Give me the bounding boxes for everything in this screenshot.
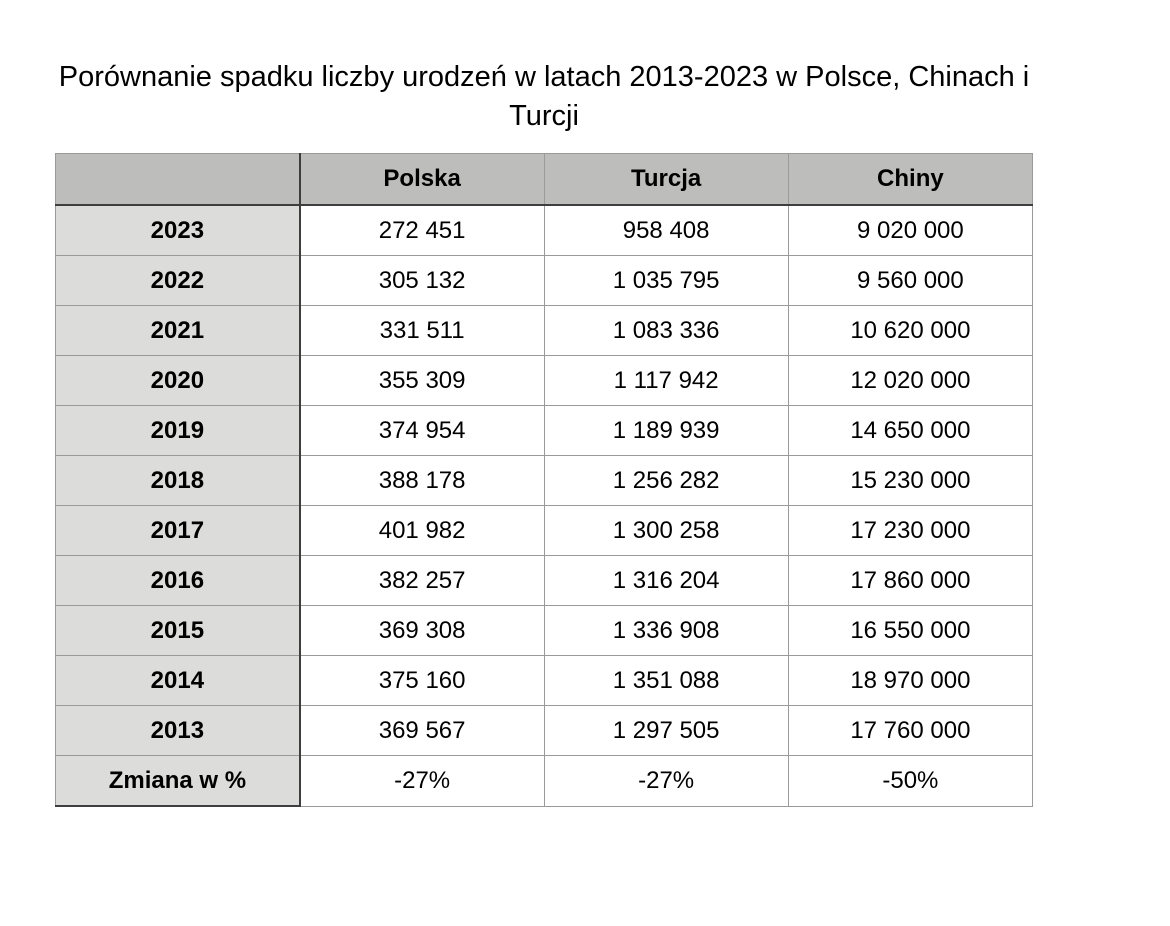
row-label: 2019 [54, 405, 301, 456]
table-row: 2013 369 567 1 297 505 17 760 000 [54, 705, 1034, 756]
row-label: Zmiana w % [54, 755, 301, 807]
data-cell: 1 351 088 [543, 655, 789, 706]
row-label: 2023 [54, 204, 301, 256]
table-row: 2014 375 160 1 351 088 18 970 000 [54, 655, 1034, 706]
data-cell: 12 020 000 [787, 355, 1034, 406]
row-label: 2015 [54, 605, 301, 656]
table-row: 2020 355 309 1 117 942 12 020 000 [54, 355, 1034, 406]
data-cell: 272 451 [299, 204, 545, 256]
data-cell: 10 620 000 [787, 305, 1034, 356]
data-cell: 1 083 336 [543, 305, 789, 356]
table-row: 2016 382 257 1 316 204 17 860 000 [54, 555, 1034, 606]
birth-decline-table: Polska Turcja Chiny 2023 272 451 958 408 9 … [54, 153, 1034, 807]
data-cell: 1 336 908 [543, 605, 789, 656]
table-row: 2021 331 511 1 083 336 10 620 000 [54, 305, 1034, 356]
row-label: 2016 [54, 555, 301, 606]
table-row: 2015 369 308 1 336 908 16 550 000 [54, 605, 1034, 656]
row-label: 2014 [54, 655, 301, 706]
data-cell: 1 297 505 [543, 705, 789, 756]
row-label: 2013 [54, 705, 301, 756]
table-row: 2022 305 132 1 035 795 9 560 000 [54, 255, 1034, 306]
data-cell: 388 178 [299, 455, 545, 506]
data-cell: 355 309 [299, 355, 545, 406]
data-cell: 18 970 000 [787, 655, 1034, 706]
row-label: 2018 [54, 455, 301, 506]
table-row: 2023 272 451 958 408 9 020 000 [54, 204, 1034, 256]
data-cell: 1 117 942 [543, 355, 789, 406]
table-row: 2017 401 982 1 300 258 17 230 000 [54, 505, 1034, 556]
column-header-turcja: Turcja [543, 153, 789, 206]
page-title: Porównanie spadku liczby urodzeń w latac… [58, 61, 1030, 132]
data-cell: 9 560 000 [787, 255, 1034, 306]
data-cell: 16 550 000 [787, 605, 1034, 656]
table-row: 2018 388 178 1 256 282 15 230 000 [54, 455, 1034, 506]
data-cell: 375 160 [299, 655, 545, 706]
row-label: 2017 [54, 505, 301, 556]
data-cell: 1 035 795 [543, 255, 789, 306]
data-cell: 17 230 000 [787, 505, 1034, 556]
data-cell: 15 230 000 [787, 455, 1034, 506]
data-cell: 14 650 000 [787, 405, 1034, 456]
data-cell: 369 308 [299, 605, 545, 656]
row-label: 2021 [54, 305, 301, 356]
column-header-chiny: Chiny [787, 153, 1034, 206]
column-header-polska: Polska [299, 153, 545, 206]
data-cell: 1 300 258 [543, 505, 789, 556]
data-cell: 374 954 [299, 405, 545, 456]
table-body: 2023 272 451 958 408 9 020 000 2022 305 132 1 … [54, 204, 1034, 807]
data-cell: -27% [543, 755, 789, 807]
corner-cell [54, 153, 301, 206]
data-cell: 9 020 000 [787, 204, 1034, 256]
data-cell: 305 132 [299, 255, 545, 306]
data-cell: 958 408 [543, 204, 789, 256]
data-cell: 331 511 [299, 305, 545, 356]
data-cell: 1 189 939 [543, 405, 789, 456]
row-label: 2022 [54, 255, 301, 306]
data-cell: 401 982 [299, 505, 545, 556]
data-cell: 382 257 [299, 555, 545, 606]
table-head: Polska Turcja Chiny [54, 153, 1034, 206]
data-cell: -27% [299, 755, 545, 807]
table-row: 2019 374 954 1 189 939 14 650 000 [54, 405, 1034, 456]
data-cell: -50% [787, 755, 1034, 807]
table-row: Zmiana w % -27% -27% -50% [54, 755, 1034, 807]
data-cell: 1 316 204 [543, 555, 789, 606]
data-cell: 17 760 000 [787, 705, 1034, 756]
data-cell: 17 860 000 [787, 555, 1034, 606]
header-row: Polska Turcja Chiny [54, 153, 1034, 206]
data-cell: 369 567 [299, 705, 545, 756]
content-area: Porównanie spadku liczby urodzeń w latac… [54, 0, 1034, 807]
row-label: 2020 [54, 355, 301, 406]
data-cell: 1 256 282 [543, 455, 789, 506]
